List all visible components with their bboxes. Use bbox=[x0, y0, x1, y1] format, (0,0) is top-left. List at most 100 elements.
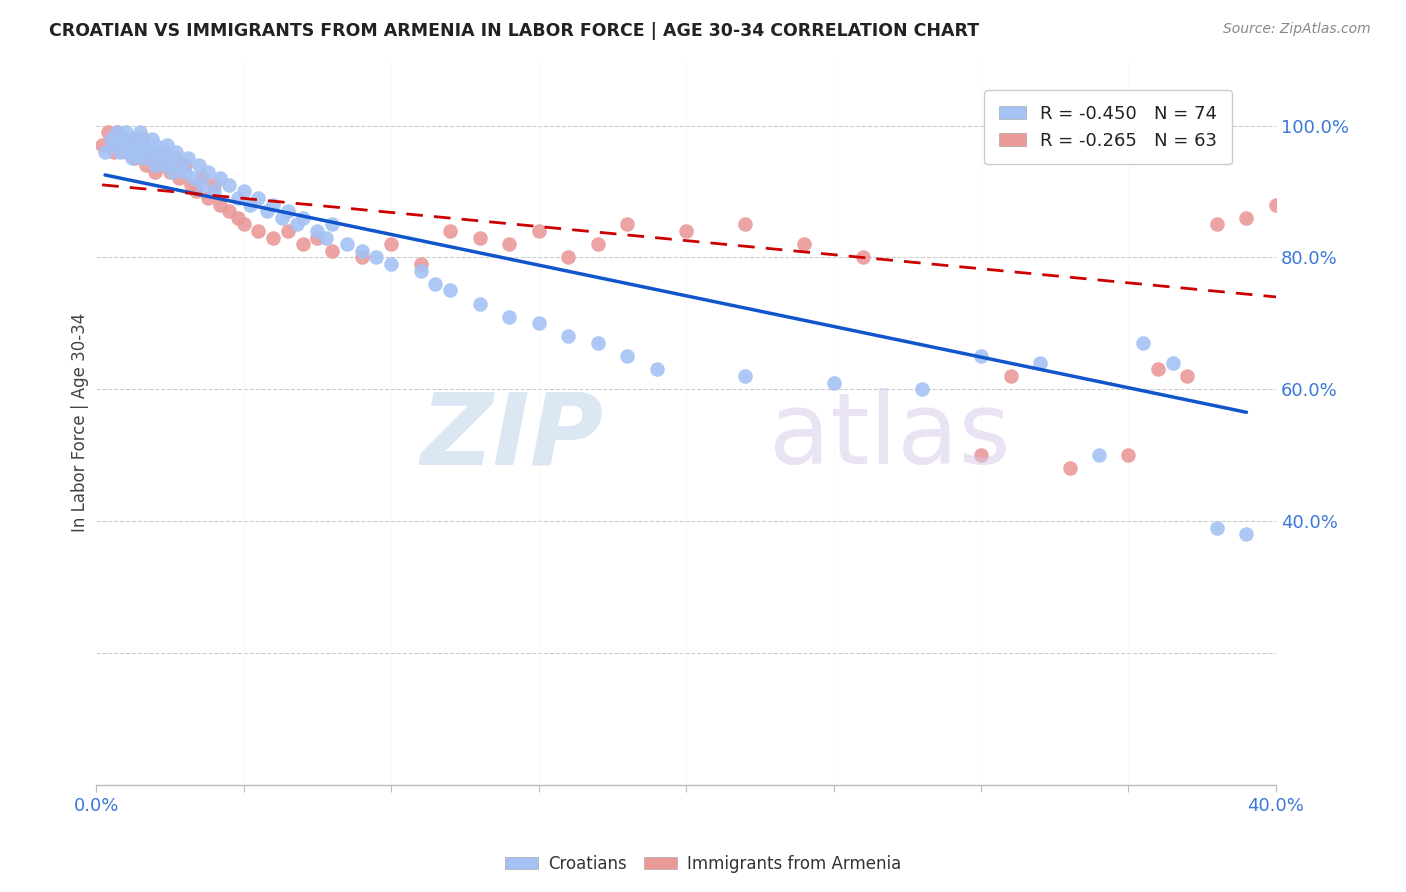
Point bbox=[1118, 448, 1140, 462]
Point bbox=[1206, 521, 1229, 535]
Point bbox=[1206, 218, 1229, 232]
Point bbox=[291, 237, 314, 252]
Point bbox=[162, 164, 184, 178]
Point bbox=[1236, 527, 1258, 541]
Point bbox=[100, 132, 122, 146]
Point bbox=[380, 237, 402, 252]
Point bbox=[793, 237, 815, 252]
Point bbox=[202, 178, 225, 192]
Point bbox=[527, 316, 550, 330]
Point bbox=[226, 211, 249, 225]
Point bbox=[321, 244, 343, 258]
Point bbox=[645, 362, 668, 376]
Point bbox=[239, 197, 262, 211]
Legend: R = -0.450   N = 74, R = -0.265   N = 63: R = -0.450 N = 74, R = -0.265 N = 63 bbox=[984, 90, 1232, 164]
Y-axis label: In Labor Force | Age 30-34: In Labor Force | Age 30-34 bbox=[72, 312, 89, 532]
Point bbox=[277, 204, 299, 219]
Point bbox=[439, 283, 461, 297]
Point bbox=[188, 158, 211, 172]
Point bbox=[105, 125, 128, 139]
Point bbox=[247, 191, 270, 205]
Point bbox=[409, 263, 432, 277]
Point bbox=[186, 185, 208, 199]
Point bbox=[150, 158, 173, 172]
Point bbox=[173, 164, 195, 178]
Point bbox=[146, 152, 169, 166]
Point bbox=[135, 138, 157, 153]
Point bbox=[108, 138, 131, 153]
Point bbox=[409, 257, 432, 271]
Point bbox=[1147, 362, 1170, 376]
Point bbox=[350, 244, 373, 258]
Point bbox=[191, 178, 214, 192]
Point bbox=[105, 125, 128, 139]
Text: atlas: atlas bbox=[769, 388, 1011, 485]
Point bbox=[173, 158, 195, 172]
Point bbox=[586, 336, 609, 351]
Point bbox=[114, 138, 136, 153]
Point bbox=[1059, 461, 1081, 475]
Point bbox=[129, 145, 152, 159]
Point bbox=[111, 132, 134, 146]
Point bbox=[127, 132, 149, 146]
Point bbox=[176, 152, 198, 166]
Point bbox=[108, 145, 131, 159]
Point bbox=[1000, 369, 1022, 384]
Point bbox=[307, 224, 329, 238]
Point bbox=[734, 218, 756, 232]
Point bbox=[262, 230, 284, 244]
Point bbox=[380, 257, 402, 271]
Point bbox=[527, 224, 550, 238]
Point bbox=[114, 145, 136, 159]
Point bbox=[100, 132, 122, 146]
Point bbox=[129, 125, 152, 139]
Point bbox=[153, 158, 176, 172]
Point bbox=[165, 152, 187, 166]
Point bbox=[823, 376, 845, 390]
Point bbox=[336, 237, 359, 252]
Point bbox=[124, 138, 146, 153]
Point bbox=[143, 158, 166, 172]
Point bbox=[271, 211, 294, 225]
Point bbox=[138, 145, 160, 159]
Text: CROATIAN VS IMMIGRANTS FROM ARMENIA IN LABOR FORCE | AGE 30-34 CORRELATION CHART: CROATIAN VS IMMIGRANTS FROM ARMENIA IN L… bbox=[49, 22, 980, 40]
Point bbox=[852, 251, 875, 265]
Point bbox=[970, 349, 993, 363]
Point bbox=[439, 224, 461, 238]
Point bbox=[114, 125, 136, 139]
Text: Source: ZipAtlas.com: Source: ZipAtlas.com bbox=[1223, 22, 1371, 37]
Point bbox=[138, 145, 160, 159]
Point bbox=[146, 152, 169, 166]
Point bbox=[366, 251, 388, 265]
Point bbox=[226, 191, 249, 205]
Point bbox=[118, 145, 141, 159]
Point bbox=[167, 158, 190, 172]
Point bbox=[143, 138, 166, 153]
Point bbox=[159, 164, 181, 178]
Point bbox=[307, 230, 329, 244]
Point bbox=[218, 204, 240, 219]
Point bbox=[97, 125, 120, 139]
Point bbox=[124, 152, 146, 166]
Point bbox=[586, 237, 609, 252]
Point bbox=[247, 224, 270, 238]
Point bbox=[209, 197, 232, 211]
Point bbox=[1265, 197, 1288, 211]
Point bbox=[111, 132, 134, 146]
Point bbox=[285, 218, 308, 232]
Point bbox=[132, 132, 155, 146]
Point bbox=[167, 171, 190, 186]
Point bbox=[350, 251, 373, 265]
Point bbox=[277, 224, 299, 238]
Point bbox=[425, 277, 447, 291]
Point bbox=[127, 138, 149, 153]
Point bbox=[256, 204, 278, 219]
Point bbox=[468, 296, 491, 310]
Point bbox=[202, 185, 225, 199]
Point bbox=[209, 171, 232, 186]
Point bbox=[675, 224, 697, 238]
Point bbox=[132, 152, 155, 166]
Point bbox=[498, 310, 520, 324]
Point bbox=[121, 132, 143, 146]
Point bbox=[180, 178, 202, 192]
